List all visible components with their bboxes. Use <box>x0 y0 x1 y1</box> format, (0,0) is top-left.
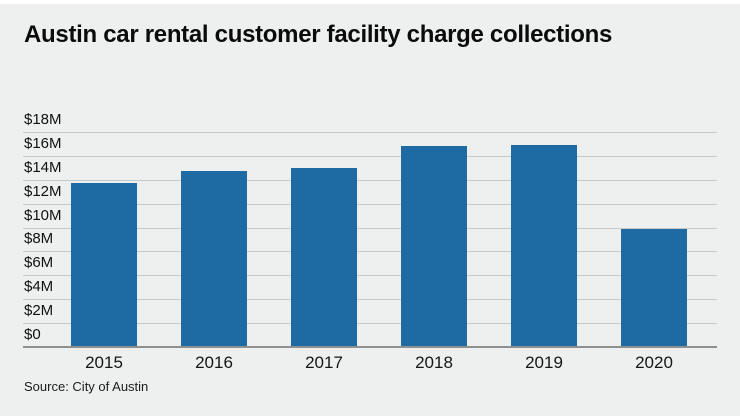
gridline <box>23 155 717 157</box>
gridline <box>23 323 717 325</box>
top-strip <box>0 0 740 4</box>
gridline <box>23 203 717 205</box>
y-axis-tick-label: $2M <box>24 302 54 320</box>
y-axis-tick-label: $8M <box>24 230 54 248</box>
bar-2019 <box>511 145 577 347</box>
chart-title: Austin car rental customer facility char… <box>24 21 612 48</box>
bar-2015 <box>71 183 137 347</box>
gridline <box>23 179 717 181</box>
bar-2020 <box>621 228 687 347</box>
gridline <box>23 251 717 253</box>
y-axis-tick-label: $10M <box>24 206 62 224</box>
gridline <box>23 299 717 301</box>
bar-2017 <box>291 167 357 347</box>
gridline <box>23 227 717 229</box>
y-axis-tick-label: $14M <box>24 158 62 176</box>
x-axis-tick-label: 2015 <box>85 353 123 372</box>
gridline <box>23 275 717 277</box>
bar-2018 <box>401 146 467 347</box>
source-note: Source: City of Austin <box>24 379 149 394</box>
x-axis-baseline <box>23 346 717 348</box>
y-axis-tick-label: $16M <box>24 134 62 152</box>
x-axis-tick-label: 2017 <box>305 353 343 372</box>
y-axis-tick-label: $18M <box>24 111 62 128</box>
x-axis-tick-label: 2019 <box>525 353 563 372</box>
x-axis-tick-label: 2020 <box>635 353 673 372</box>
gridline <box>23 132 717 133</box>
x-axis-tick-label: 2018 <box>415 353 453 372</box>
y-axis-tick-label: $0 <box>24 326 41 343</box>
x-axis-tick-label: 2016 <box>195 353 233 372</box>
y-axis-tick-label: $6M <box>24 254 54 272</box>
bar-2016 <box>181 171 247 347</box>
y-axis-tick-label: $4M <box>24 278 54 296</box>
y-axis-tick-label: $12M <box>24 182 62 200</box>
